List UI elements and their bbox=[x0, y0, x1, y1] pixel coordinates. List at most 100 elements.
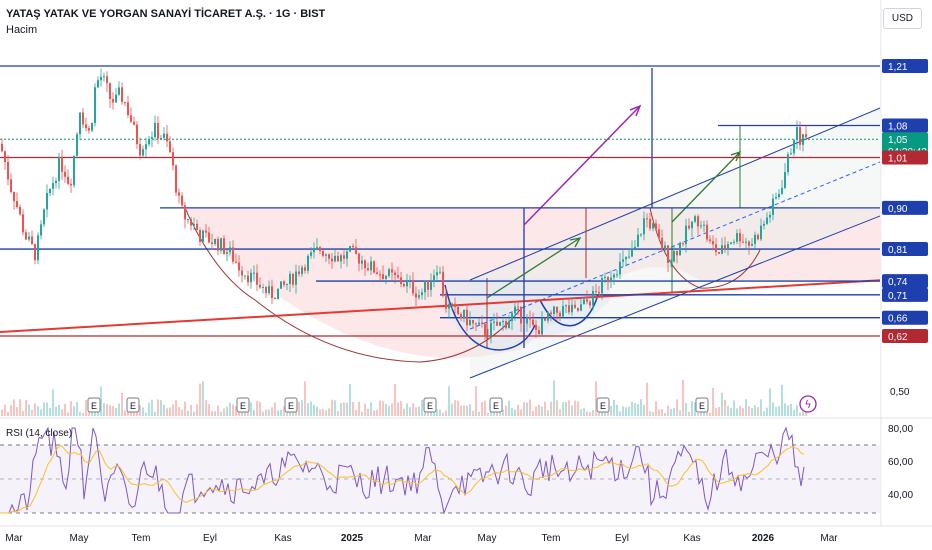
volume-bar bbox=[331, 399, 333, 416]
time-axis[interactable]: Mar May Tem Eyl Kas 2025 Mar May Tem Eyl Kas 2026 Ma… bbox=[5, 533, 838, 544]
volume-bar bbox=[178, 406, 180, 416]
candle-body bbox=[106, 76, 108, 84]
volume-bar bbox=[514, 409, 516, 416]
candle-body bbox=[466, 309, 468, 326]
price-tick: 0,50 bbox=[890, 387, 910, 398]
candle-body bbox=[493, 321, 495, 323]
price-axis[interactable]: 1,211,081,0504:30:431,010,900,810,740,71… bbox=[882, 59, 928, 398]
candle-body bbox=[544, 318, 546, 321]
volume-bar bbox=[268, 409, 270, 416]
volume-bar bbox=[211, 410, 213, 416]
candle-body bbox=[496, 321, 498, 326]
candle-body bbox=[112, 98, 114, 103]
volume-bar bbox=[88, 411, 90, 416]
candle-body bbox=[343, 255, 345, 259]
candle-body bbox=[796, 126, 798, 141]
candle-body bbox=[280, 281, 282, 289]
volume-bar bbox=[61, 409, 63, 416]
volume-bar bbox=[415, 407, 417, 416]
candle-body bbox=[241, 270, 243, 276]
volume-bar bbox=[412, 403, 414, 416]
candle-body bbox=[787, 154, 789, 173]
candle-body bbox=[172, 152, 174, 166]
candle-body bbox=[145, 144, 147, 150]
level-label: 0,81 bbox=[888, 245, 908, 256]
dividend-icon[interactable]: ϟ bbox=[799, 395, 817, 413]
candle-body bbox=[658, 229, 660, 238]
level-label: 0,62 bbox=[888, 332, 908, 343]
volume-bar bbox=[73, 406, 75, 416]
candle-body bbox=[538, 329, 540, 335]
earnings-marker[interactable]: E bbox=[236, 397, 250, 413]
candle-body bbox=[691, 221, 693, 229]
volume-bar bbox=[526, 402, 528, 416]
volume-bar bbox=[421, 399, 423, 416]
candlesticks bbox=[1, 68, 807, 344]
volume-bar bbox=[556, 400, 558, 416]
volume-bar bbox=[532, 410, 534, 416]
volume-bar bbox=[145, 412, 147, 416]
earnings-marker[interactable]: E bbox=[489, 397, 503, 413]
volume-bar bbox=[700, 410, 702, 416]
volume-bar bbox=[577, 401, 579, 416]
candle-body bbox=[571, 304, 573, 313]
candle-body bbox=[25, 232, 27, 240]
candle-body bbox=[514, 306, 516, 314]
earnings-marker[interactable]: E bbox=[87, 397, 101, 413]
candle-body bbox=[394, 272, 396, 276]
earnings-marker[interactable]: E bbox=[126, 397, 140, 413]
volume-bar bbox=[391, 403, 393, 416]
earnings-marker[interactable]: E bbox=[284, 397, 298, 413]
volume-bar bbox=[679, 410, 681, 416]
volume-bar bbox=[439, 409, 441, 416]
candle-body bbox=[292, 273, 294, 285]
candle-body bbox=[721, 245, 723, 254]
candle-body bbox=[757, 234, 759, 240]
candle-body bbox=[790, 153, 792, 155]
horizontal-levels bbox=[0, 65, 880, 337]
candle-body bbox=[739, 233, 741, 242]
candle-body bbox=[562, 306, 564, 317]
volume-bar bbox=[49, 407, 51, 416]
volume-bar bbox=[64, 403, 66, 416]
candle-body bbox=[370, 261, 372, 271]
candle-body bbox=[436, 272, 438, 276]
candle-body bbox=[151, 137, 153, 140]
earnings-marker[interactable]: E bbox=[423, 397, 437, 413]
rsi-tick: 60,00 bbox=[888, 457, 913, 468]
candle-body bbox=[799, 126, 801, 145]
time-tick: Mar bbox=[414, 533, 432, 544]
volume-bar bbox=[349, 384, 351, 416]
volume-indicator-label[interactable]: Hacim bbox=[6, 24, 38, 36]
volume-bar bbox=[451, 403, 453, 416]
small-cup-arc-1 bbox=[444, 284, 536, 351]
volume-bar bbox=[727, 405, 729, 416]
candle-body bbox=[688, 225, 690, 229]
candle-body bbox=[277, 288, 279, 300]
symbol-title[interactable]: YATAŞ YATAK VE YORGAN SANAYİ TİCARET A.Ş… bbox=[6, 8, 326, 20]
volume-bar bbox=[13, 399, 15, 416]
candle-body bbox=[37, 235, 39, 261]
currency-button[interactable]: USD bbox=[882, 8, 922, 29]
volume-bar bbox=[682, 379, 684, 416]
candle-body bbox=[667, 245, 669, 263]
rsi-indicator-label[interactable]: RSI (14, close) bbox=[6, 428, 73, 439]
time-tick: Tem bbox=[132, 533, 151, 544]
time-tick: Kas bbox=[274, 533, 291, 544]
volume-bar bbox=[475, 386, 477, 416]
candle-body bbox=[697, 216, 699, 227]
volume-bar bbox=[487, 412, 489, 416]
earnings-marker[interactable]: E bbox=[596, 397, 610, 413]
level-label: 0,74 bbox=[888, 277, 908, 288]
earnings-marker[interactable]: E bbox=[695, 397, 709, 413]
volume-bar bbox=[43, 402, 45, 416]
candle-body bbox=[472, 319, 474, 324]
svg-text:E: E bbox=[130, 401, 136, 411]
volume-bar bbox=[52, 389, 54, 416]
candle-body bbox=[778, 193, 780, 198]
candle-body bbox=[616, 274, 618, 276]
candle-body bbox=[598, 292, 600, 294]
red-trendline bbox=[0, 279, 880, 333]
volume-bar bbox=[586, 411, 588, 416]
